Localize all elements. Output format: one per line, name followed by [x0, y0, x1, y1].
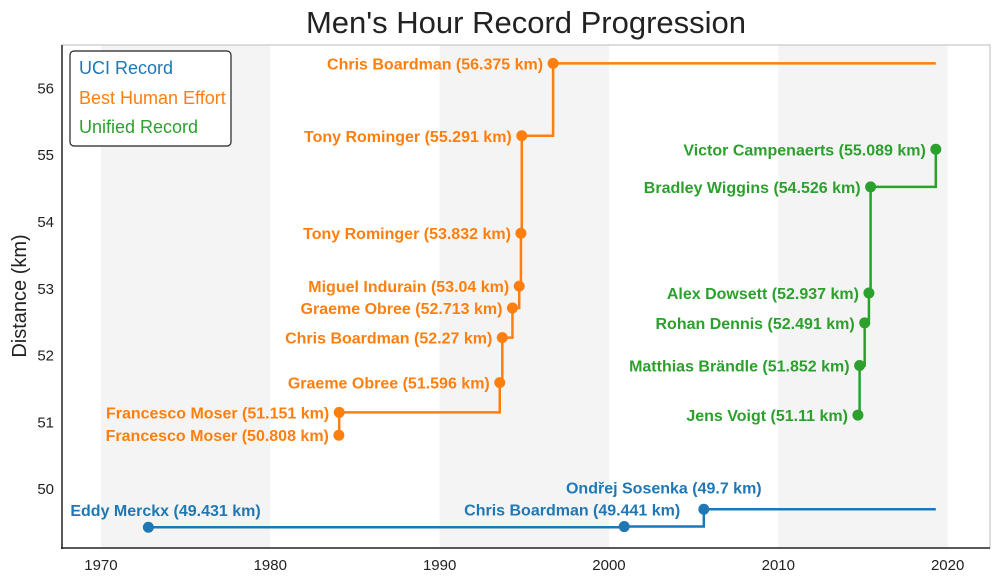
data-point [854, 360, 866, 372]
data-point [513, 280, 525, 292]
data-label: Ondřej Sosenka (49.7 km) [566, 480, 762, 497]
series-unified-record: Jens Voigt (51.11 km) Matthias Brändle (5… [629, 142, 942, 425]
data-point [494, 377, 506, 389]
y-tick-label: 55 [37, 147, 54, 164]
y-tick-label: 54 [37, 214, 54, 231]
data-point [930, 143, 942, 155]
data-label: Francesco Moser (51.151 km) [106, 405, 329, 422]
data-point [863, 287, 875, 299]
data-label: Rohan Dennis (52.491 km) [656, 316, 855, 333]
legend-entry-uci: UCI Record [79, 58, 173, 78]
data-label: Victor Campenaerts (55.089 km) [683, 142, 925, 159]
data-point [865, 181, 877, 193]
x-tick-label: 2010 [762, 557, 795, 574]
data-point [547, 57, 559, 69]
data-point [859, 317, 871, 329]
y-tick-label: 52 [37, 348, 54, 365]
data-label: Chris Boardman (49.441 km) [464, 503, 680, 520]
legend: UCI Record Best Human Effort Unified Rec… [69, 50, 232, 147]
series-uci-record: Eddy Merckx (49.431 km) Chris Boardman (4… [70, 480, 936, 533]
data-point [698, 503, 710, 515]
data-point [496, 332, 508, 344]
data-label: Alex Dowsett (52.937 km) [667, 286, 859, 303]
data-point [333, 406, 345, 418]
data-point [516, 130, 528, 142]
x-tick-label: 2020 [931, 557, 964, 574]
data-label: Graeme Obree (52.713 km) [301, 301, 503, 318]
data-point [506, 302, 518, 314]
chart-title: Men's Hour Record Progression [306, 5, 746, 40]
data-point [515, 227, 527, 239]
x-tick-label: 1990 [423, 557, 456, 574]
data-label: Chris Boardman (52.27 km) [285, 331, 492, 348]
legend-entry-best-human: Best Human Effort [79, 88, 226, 108]
y-axis-label: Distance (km) [9, 234, 31, 357]
y-tick-label: 56 [37, 80, 54, 97]
data-point [333, 429, 345, 441]
decade-band [778, 45, 948, 548]
data-point [142, 521, 154, 533]
data-label: Chris Boardman (56.375 km) [327, 56, 543, 73]
legend-entry-unified: Unified Record [79, 117, 198, 137]
data-label: Jens Voigt (51.11 km) [686, 408, 848, 425]
data-label: Tony Rominger (53.832 km) [303, 226, 511, 243]
data-label: Matthias Brändle (51.852 km) [629, 359, 850, 376]
data-point [852, 409, 864, 421]
x-tick-label: 1970 [84, 557, 117, 574]
data-label: Francesco Moser (50.808 km) [106, 428, 329, 445]
y-tick-label: 51 [37, 414, 54, 431]
x-tick-label: 2000 [592, 557, 625, 574]
data-label: Graeme Obree (51.596 km) [288, 376, 490, 393]
decade-band [439, 45, 609, 548]
y-tick-label: 53 [37, 281, 54, 298]
data-label: Bradley Wiggins (54.526 km) [644, 180, 861, 197]
y-tick-label: 50 [37, 481, 54, 498]
data-label: Tony Rominger (55.291 km) [304, 129, 512, 146]
legend-box [69, 50, 232, 147]
data-label: Miguel Indurain (53.04 km) [308, 279, 509, 296]
series-line [148, 508, 936, 529]
series-best-human-effort: Francesco Moser (50.808 km) Francesco Mos… [106, 56, 936, 445]
data-point [618, 521, 630, 533]
x-tick-label: 1980 [254, 557, 287, 574]
data-label: Eddy Merckx (49.431 km) [70, 503, 260, 520]
